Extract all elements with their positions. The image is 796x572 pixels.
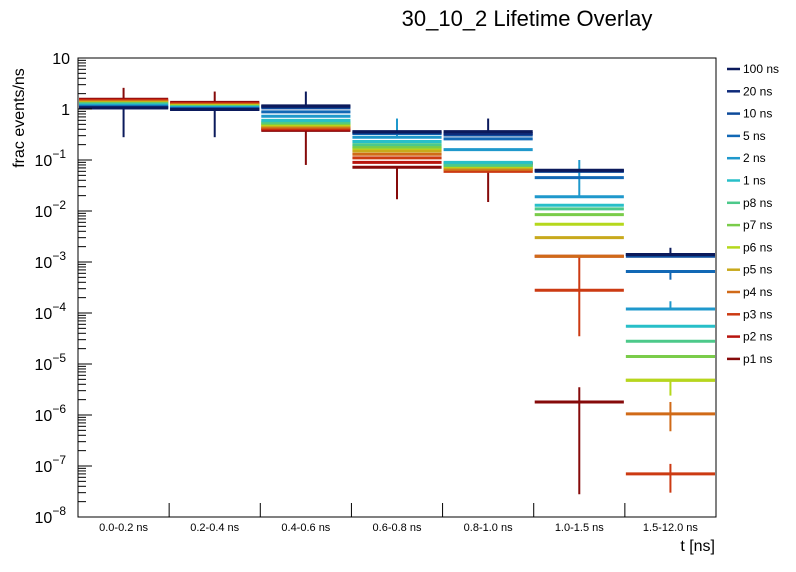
y-tick-label: 10 <box>52 51 70 68</box>
series-layer <box>79 87 715 495</box>
y-tick-label: 10−4 <box>35 300 67 323</box>
legend-entry-label: p5 ns <box>743 263 772 277</box>
y-tick-label: 10−3 <box>35 249 67 272</box>
legend-entry-label: p8 ns <box>743 196 772 210</box>
series-p3-ns <box>79 99 715 493</box>
legend-entry-label: p3 ns <box>743 307 772 321</box>
legend-entry-label: p2 ns <box>743 330 772 344</box>
series-100-ns <box>79 91 715 257</box>
y-tick-label: 10−8 <box>35 504 67 527</box>
x-tick-label: 0.2-0.4 ns <box>190 522 239 534</box>
x-tick-label: 1.5-12.0 ns <box>643 522 699 534</box>
plot-frame <box>77 57 717 518</box>
legend-entry-label: p7 ns <box>743 218 772 232</box>
legend-entry-label: 2 ns <box>743 151 766 165</box>
legend-entry-label: p4 ns <box>743 285 772 299</box>
legend: 100 ns 20 ns 10 ns 5 ns 2 ns 1 ns p8 ns p7 ns p6… <box>727 62 779 366</box>
y-tick-label: 1 <box>61 102 70 119</box>
x-axis-label: t [ns] <box>680 538 715 555</box>
legend-entry-label: p6 ns <box>743 240 772 254</box>
chart-title: 30_10_2 Lifetime Overlay <box>402 6 653 31</box>
y-tick-label: 10−7 <box>35 453 67 476</box>
legend-entry-label: 1 ns <box>743 174 766 188</box>
x-tick-label: 0.8-1.0 ns <box>464 522 513 534</box>
y-tick-label: 10−6 <box>35 402 67 425</box>
x-tick-label: 0.6-0.8 ns <box>373 522 422 534</box>
legend-entry-label: p1 ns <box>743 352 772 366</box>
series-p8-ns <box>79 102 715 343</box>
y-tick-label: 10−1 <box>35 147 67 170</box>
legend-entry-label: 10 ns <box>743 107 772 121</box>
legend-entry-label: 100 ns <box>743 62 779 76</box>
x-tick-label: 1.0-1.5 ns <box>555 522 604 534</box>
y-axis-label: frac events/ns <box>11 68 28 168</box>
y-axis: 10 1 10−1 10−2 10−3 10−4 10−5 10−6 10−7 10−8 <box>35 51 92 527</box>
x-tick-label: 0.0-0.2 ns <box>99 522 148 534</box>
x-tick-label: 0.4-0.6 ns <box>281 522 330 534</box>
legend-entry-label: 20 ns <box>743 84 772 98</box>
y-tick-label: 10−5 <box>35 351 67 374</box>
legend-entry-label: 5 ns <box>743 129 766 143</box>
x-axis: 0.0-0.2 ns 0.2-0.4 ns 0.4-0.6 ns 0.6-0.8 ns… <box>99 503 698 534</box>
y-tick-label: 10−2 <box>35 198 67 221</box>
